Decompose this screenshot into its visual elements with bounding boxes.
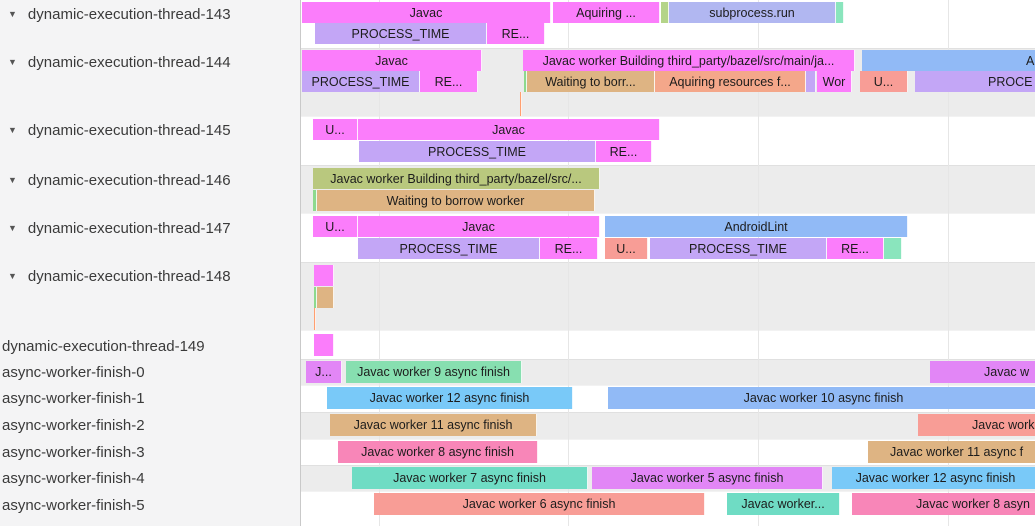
trace-slice[interactable]: Wor bbox=[817, 71, 852, 92]
trace-slice-sliver[interactable] bbox=[806, 71, 816, 92]
track-label: async-worker-finish-3 bbox=[2, 444, 145, 461]
track-label: dynamic-execution-thread-145 bbox=[27, 122, 231, 139]
trace-slice[interactable]: Javac worker 10 async finish bbox=[608, 387, 1035, 409]
trace-slice[interactable]: Javac worker 11 async f bbox=[868, 441, 1035, 463]
trace-slice[interactable]: RE... bbox=[420, 71, 478, 92]
trace-slice[interactable]: PROCE bbox=[915, 71, 1035, 92]
gridline bbox=[758, 0, 759, 526]
trace-slice[interactable]: Aquiring ... bbox=[553, 2, 660, 23]
sidebar-item-dynamic-execution-thread-149[interactable]: dynamic-execution-thread-149 bbox=[0, 337, 302, 356]
sidebar-item-dynamic-execution-thread-144[interactable]: ▼ dynamic-execution-thread-144 bbox=[0, 53, 300, 72]
trace-slice[interactable]: Javac worker Building third_party/bazel/… bbox=[313, 168, 600, 189]
trace-slice[interactable]: Javac worker 8 asyn bbox=[852, 493, 1035, 515]
trace-slice[interactable]: J... bbox=[306, 361, 342, 383]
trace-slice[interactable]: RE... bbox=[540, 238, 598, 259]
track-label: dynamic-execution-thread-143 bbox=[27, 6, 231, 23]
sidebar-item-async-worker-finish-0[interactable]: async-worker-finish-0 bbox=[0, 363, 302, 382]
sidebar-item-async-worker-finish-4[interactable]: async-worker-finish-4 bbox=[0, 469, 302, 488]
trace-slice[interactable]: Waiting to borr... bbox=[527, 71, 655, 92]
sidebar-item-async-worker-finish-5[interactable]: async-worker-finish-5 bbox=[0, 496, 302, 515]
trace-slice[interactable]: subprocess.run bbox=[669, 2, 836, 23]
track-label: dynamic-execution-thread-148 bbox=[27, 268, 231, 285]
track-label: dynamic-execution-thread-149 bbox=[2, 338, 205, 355]
sidebar-item-async-worker-finish-3[interactable]: async-worker-finish-3 bbox=[0, 443, 302, 462]
gridline bbox=[568, 0, 569, 526]
sidebar-item-dynamic-execution-thread-148[interactable]: ▼ dynamic-execution-thread-148 bbox=[0, 267, 300, 286]
trace-slice[interactable]: U... bbox=[605, 238, 648, 259]
trace-slice[interactable]: RE... bbox=[596, 141, 652, 162]
track-label: async-worker-finish-4 bbox=[2, 470, 145, 487]
trace-slice-sliver[interactable] bbox=[313, 190, 317, 211]
sidebar-item-dynamic-execution-thread-147[interactable]: ▼ dynamic-execution-thread-147 bbox=[0, 219, 300, 238]
trace-slice[interactable]: Javac worker 12 async finish bbox=[832, 467, 1035, 489]
trace-slice[interactable]: Waiting to borrow worker bbox=[317, 190, 595, 211]
trace-slice[interactable]: Javac worker 6 async finish bbox=[374, 493, 705, 515]
trace-slice-sliver[interactable] bbox=[524, 71, 527, 92]
row-band-dynamic-execution-thread-148 bbox=[301, 262, 1035, 330]
track-label: dynamic-execution-thread-147 bbox=[27, 220, 231, 237]
trace-slice[interactable]: RE... bbox=[827, 238, 884, 259]
trace-slice[interactable]: U... bbox=[313, 119, 358, 140]
trace-slice[interactable]: RE... bbox=[487, 23, 545, 44]
trace-slice[interactable]: PROCESS_TIME bbox=[650, 238, 827, 259]
sidebar-item-dynamic-execution-thread-146[interactable]: ▼ dynamic-execution-thread-146 bbox=[0, 171, 300, 190]
track-label: async-worker-finish-1 bbox=[2, 390, 145, 407]
trace-slice[interactable]: PROCESS_TIME bbox=[359, 141, 596, 162]
trace-slice[interactable]: Javac worker Building third_party/bazel/… bbox=[523, 50, 855, 71]
track-name-sidebar: ▼ dynamic-execution-thread-143 ▼ dynamic-ex… bbox=[0, 0, 301, 526]
trace-slice[interactable]: Javac worke bbox=[918, 414, 1035, 436]
trace-slice[interactable]: Javac worker 8 async finish bbox=[338, 441, 538, 463]
trace-slice-sliver[interactable] bbox=[520, 92, 522, 116]
trace-slice[interactable]: U... bbox=[860, 71, 908, 92]
sidebar-item-dynamic-execution-thread-143[interactable]: ▼ dynamic-execution-thread-143 bbox=[0, 5, 300, 24]
trace-slice[interactable]: Javac bbox=[358, 216, 600, 237]
trace-slice-sliver[interactable] bbox=[661, 2, 669, 23]
collapse-arrow-icon[interactable]: ▼ bbox=[8, 9, 17, 19]
timeline-canvas[interactable]: Javac Aquiring ... subprocess.run PROCESS_T… bbox=[301, 0, 1035, 526]
trace-slice[interactable]: Javac worker 7 async finish bbox=[352, 467, 588, 489]
gridline bbox=[379, 0, 380, 526]
sidebar-item-dynamic-execution-thread-145[interactable]: ▼ dynamic-execution-thread-145 bbox=[0, 121, 300, 140]
sidebar-item-async-worker-finish-2[interactable]: async-worker-finish-2 bbox=[0, 416, 302, 435]
track-label: async-worker-finish-5 bbox=[2, 497, 145, 514]
collapse-arrow-icon[interactable]: ▼ bbox=[8, 223, 17, 233]
collapse-arrow-icon[interactable]: ▼ bbox=[8, 271, 17, 281]
row-band-dynamic-execution-thread-149 bbox=[301, 330, 1035, 359]
sidebar-item-async-worker-finish-1[interactable]: async-worker-finish-1 bbox=[0, 389, 302, 408]
trace-slice-sliver[interactable] bbox=[317, 287, 334, 308]
trace-slice-sliver[interactable] bbox=[884, 238, 902, 259]
trace-slice[interactable]: PROCESS_TIME bbox=[302, 71, 420, 92]
trace-slice[interactable]: U... bbox=[313, 216, 358, 237]
track-label: async-worker-finish-2 bbox=[2, 417, 145, 434]
collapse-arrow-icon[interactable]: ▼ bbox=[8, 57, 17, 67]
trace-slice[interactable]: Javac worker 9 async finish bbox=[346, 361, 522, 383]
trace-slice[interactable]: Javac worker 11 async finish bbox=[330, 414, 537, 436]
trace-slice[interactable]: Aquiring resources f... bbox=[655, 71, 806, 92]
trace-slice-sliver[interactable] bbox=[314, 265, 334, 286]
trace-slice[interactable]: Javac worker 12 async finish bbox=[327, 387, 573, 409]
trace-slice[interactable]: Javac w bbox=[930, 361, 1035, 383]
track-label: async-worker-finish-0 bbox=[2, 364, 145, 381]
trace-slice-sliver[interactable] bbox=[314, 308, 316, 330]
trace-slice[interactable]: Javac bbox=[358, 119, 660, 140]
trace-slice[interactable]: AndroidLint bbox=[605, 216, 908, 237]
trace-slice[interactable]: Javac bbox=[302, 50, 482, 71]
track-label: dynamic-execution-thread-146 bbox=[27, 172, 231, 189]
trace-slice-sliver[interactable] bbox=[836, 2, 844, 23]
trace-slice[interactable]: PROCESS_TIME bbox=[315, 23, 487, 44]
collapse-arrow-icon[interactable]: ▼ bbox=[8, 125, 17, 135]
trace-slice-sliver[interactable] bbox=[314, 334, 334, 356]
gridline bbox=[948, 0, 949, 526]
collapse-arrow-icon[interactable]: ▼ bbox=[8, 175, 17, 185]
trace-slice[interactable]: Javac worker... bbox=[727, 493, 840, 515]
trace-slice-sliver[interactable] bbox=[314, 287, 317, 308]
trace-slice[interactable]: A bbox=[862, 50, 1035, 71]
trace-slice[interactable]: Javac bbox=[302, 2, 551, 23]
trace-slice[interactable]: PROCESS_TIME bbox=[358, 238, 540, 259]
trace-slice[interactable]: Javac worker 5 async finish bbox=[592, 467, 823, 489]
track-label: dynamic-execution-thread-144 bbox=[27, 54, 231, 71]
